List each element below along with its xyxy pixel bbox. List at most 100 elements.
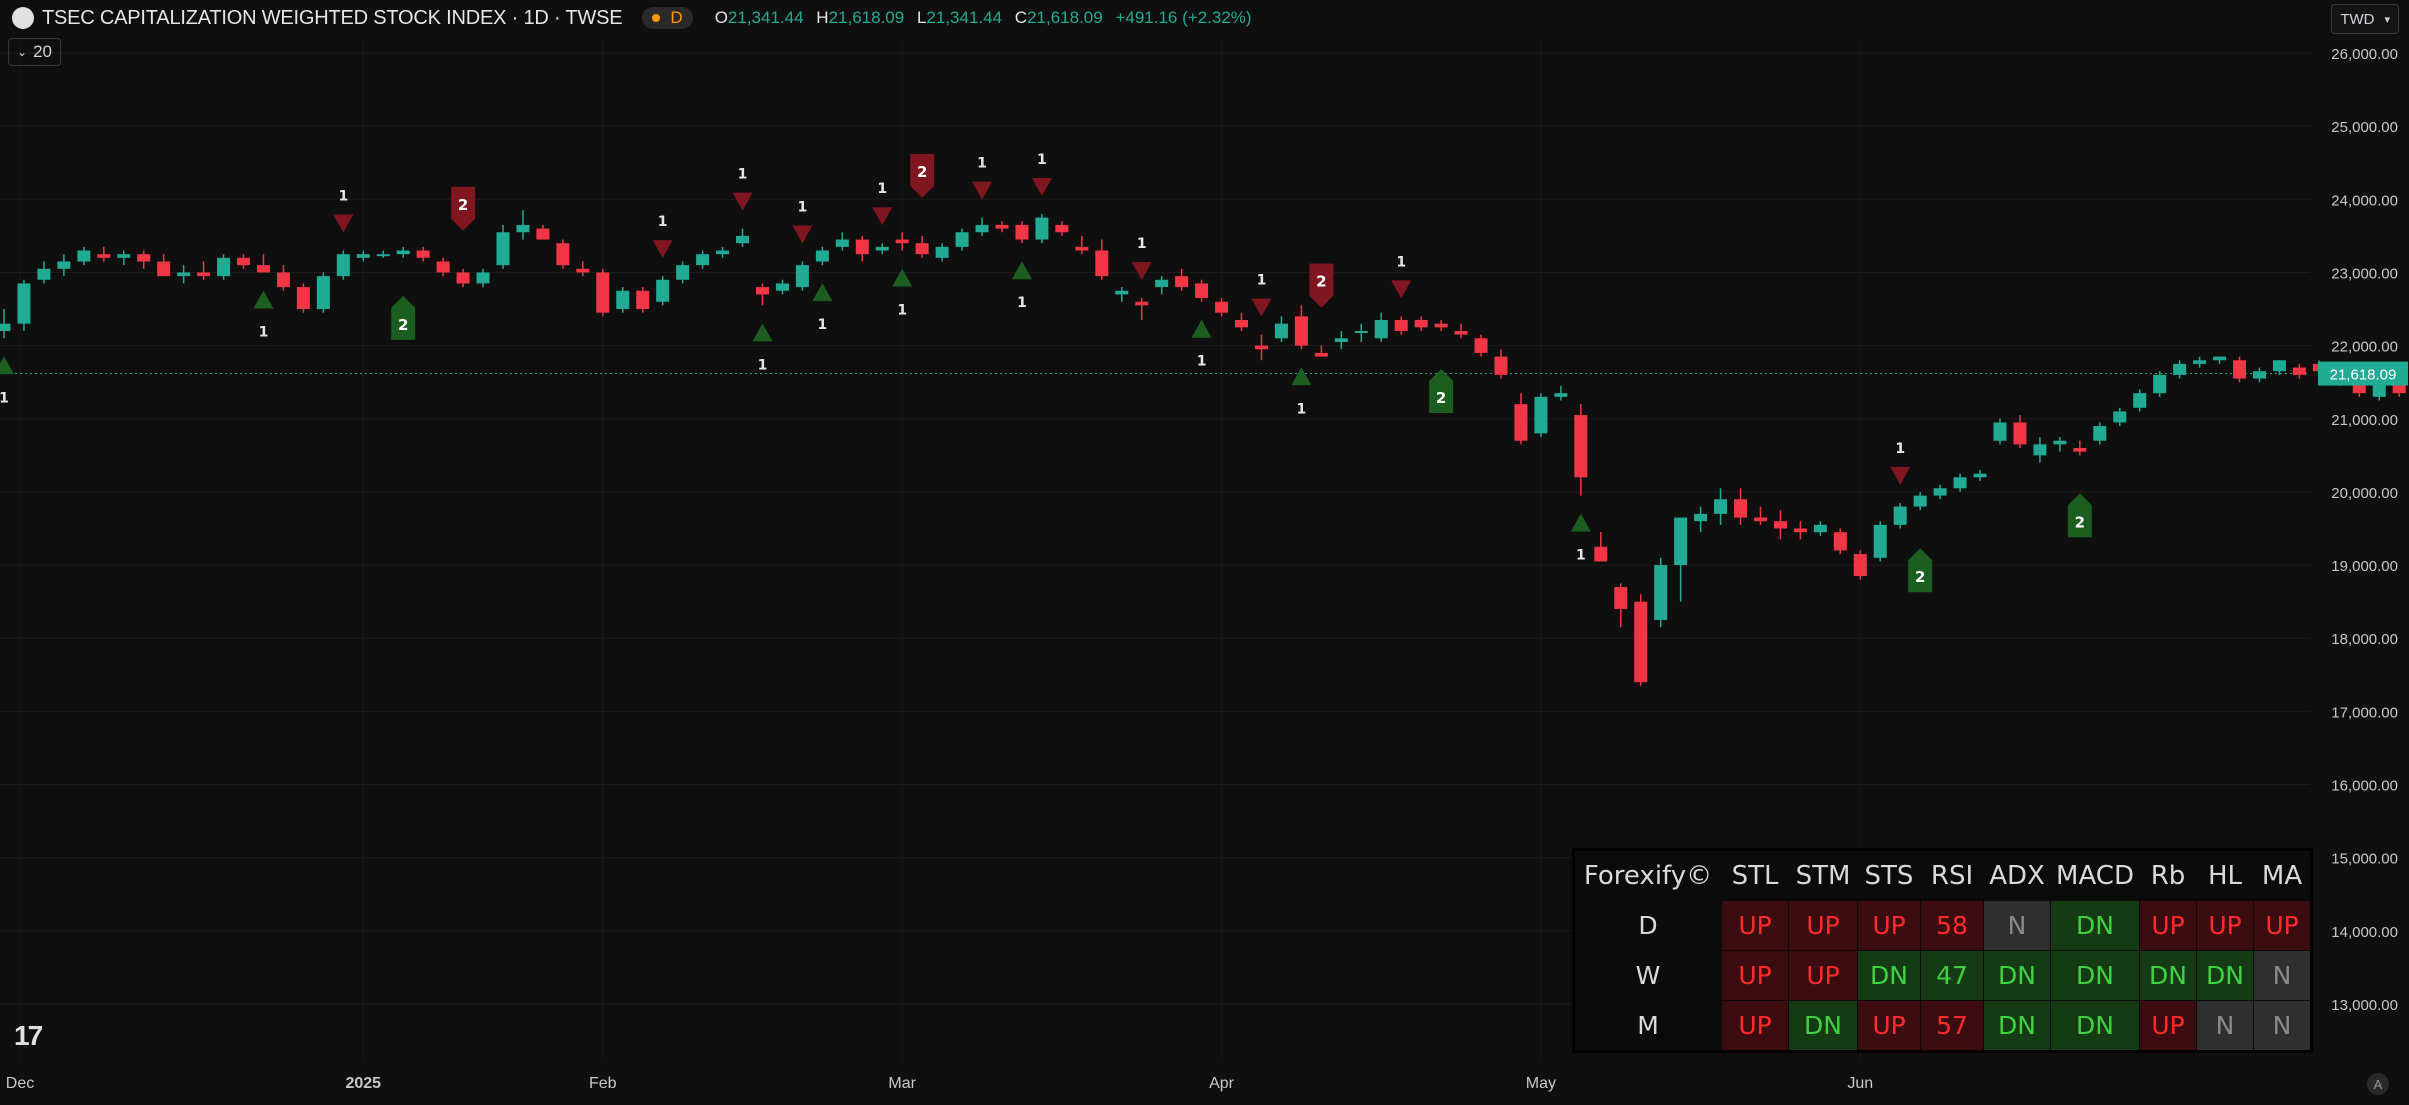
price-tick-label: 18,000.00	[2331, 631, 2398, 648]
signal-label: 2	[917, 163, 927, 181]
signal-cell-adx: DN	[1983, 950, 2051, 1001]
candle-body	[1494, 356, 1508, 375]
price-tick-label: 22,000.00	[2331, 339, 2398, 356]
signal-label: 1	[658, 214, 668, 230]
candle-body	[955, 232, 969, 247]
high-value: 21,618.09	[828, 8, 905, 27]
signal-markers: 1 1 1 2 2 1 1 1 1 1 1 1 2 1 1 1 1 1 1 1 2 1 2 1 1 2 2	[0, 152, 2092, 593]
bear-signal-arrow	[792, 225, 813, 244]
price-tick-label: 20,000.00	[2331, 485, 2398, 502]
signal-cell-rsi: 57	[1920, 1000, 1984, 1052]
signal-cell-rb: DN	[2139, 950, 2197, 1001]
candle-body	[1454, 330, 1468, 335]
candles	[0, 210, 2406, 686]
indicator-collapse-button[interactable]: ⌄ 20	[8, 38, 61, 66]
bull-signal-arrow	[1191, 319, 1212, 338]
signal-label: 2	[458, 196, 468, 214]
signal-label: 1	[798, 199, 808, 215]
candle-body	[795, 265, 809, 288]
bull-signal-arrow	[1291, 367, 1312, 386]
signal-cell-macd: DN	[2050, 950, 2140, 1001]
candle-body	[476, 272, 490, 284]
low-value: 21,341.44	[926, 8, 1003, 27]
time-tick-label: Jun	[1847, 1075, 1873, 1092]
interval-pill[interactable]: D	[642, 7, 693, 29]
candle-body	[177, 272, 191, 277]
candle-body	[576, 268, 590, 273]
candle-body	[356, 254, 370, 258]
price-tick-label: 16,000.00	[2331, 778, 2398, 795]
last-price-label: 21,618.09	[2330, 367, 2397, 384]
candle-body	[616, 290, 630, 310]
candle-body	[496, 232, 510, 266]
candle-body	[2133, 393, 2147, 408]
candle-body	[1674, 517, 1688, 566]
currency-select[interactable]: TWD ▾	[2331, 4, 2399, 34]
candle-body	[2272, 360, 2286, 372]
candle-body	[1734, 499, 1748, 518]
close-value: 21,618.09	[1027, 8, 1103, 27]
timeframe-label: D	[1573, 900, 1722, 951]
candle-body	[2292, 367, 2306, 375]
bull-signal-tag	[1908, 548, 1933, 593]
price-tick-label: 14,000.00	[2331, 924, 2398, 941]
candle-body	[1753, 517, 1767, 522]
signal-cell-rb: UP	[2139, 1000, 2197, 1052]
price-tick-label: 26,000.00	[2331, 46, 2398, 63]
col-sts: STS	[1857, 849, 1921, 901]
candle-body	[736, 235, 750, 244]
col-stm: STM	[1788, 849, 1858, 901]
candle-body	[1474, 338, 1488, 353]
forexify-table: Forexify© STL STM STS RSI ADX MACD Rb HL…	[1572, 848, 2313, 1053]
candle-body	[2073, 448, 2087, 452]
bear-signal-arrow	[1391, 280, 1412, 299]
bear-signal-tag	[451, 186, 476, 231]
signal-label: 2	[1436, 389, 1446, 407]
candle-body	[2113, 411, 2127, 423]
candle-body	[835, 239, 849, 247]
tradingview-logo-icon[interactable]: 17	[14, 1020, 43, 1051]
symbol-title[interactable]: TSEC CAPITALIZATION WEIGHTED STOCK INDEX…	[42, 6, 623, 29]
signal-label: 1	[1017, 295, 1027, 311]
price-tick-label: 15,000.00	[2331, 851, 2398, 868]
bear-signal-tag	[1309, 263, 1334, 308]
signal-label: 2	[2075, 513, 2085, 531]
chart-header: TSEC CAPITALIZATION WEIGHTED STOCK INDEX…	[12, 6, 1252, 30]
time-tick-label: Feb	[589, 1075, 617, 1092]
candle-body	[97, 254, 111, 258]
forexify-row-w: W UP UP DN 47 DN DN DN DN N	[1573, 950, 2312, 1001]
indicator-count: 20	[33, 42, 52, 61]
signal-label: 1	[0, 390, 9, 406]
ohlc-readout: O21,341.44 H21,618.09 L21,341.44 C21,618…	[715, 8, 1252, 28]
candle-body	[775, 283, 789, 291]
candle-body	[256, 265, 270, 273]
signal-cell-ma: UP	[2253, 900, 2312, 951]
chevron-down-icon: ▾	[2384, 13, 2390, 26]
bull-signal-arrow	[1570, 513, 1591, 532]
signal-cell-macd: DN	[2050, 1000, 2140, 1052]
candle-body	[915, 243, 929, 255]
signal-label: 1	[1396, 254, 1406, 270]
candle-body	[676, 265, 690, 280]
col-stl: STL	[1721, 849, 1789, 901]
signal-cell-hl: UP	[2196, 900, 2254, 951]
candle-body	[276, 272, 290, 288]
time-tick-label: May	[1526, 1075, 1556, 1092]
candle-body	[1773, 521, 1787, 529]
bear-signal-arrow	[1890, 466, 1911, 485]
bear-signal-arrow	[732, 192, 753, 211]
signal-cell-rb: UP	[2139, 900, 2197, 951]
signal-label: 1	[877, 181, 887, 197]
candle-body	[1514, 404, 1528, 441]
signal-label: 2	[398, 316, 408, 334]
candle-body	[1274, 323, 1288, 339]
candle-body	[636, 290, 650, 310]
candle-body	[0, 323, 11, 331]
close-label: C	[1014, 8, 1028, 27]
forexify-header-row: Forexify© STL STM STS RSI ADX MACD Rb HL…	[1573, 849, 2312, 901]
candle-body	[1135, 301, 1149, 306]
candle-body	[1155, 279, 1169, 288]
auto-scale-button[interactable]: A	[2367, 1073, 2389, 1095]
bull-signal-arrow	[253, 290, 274, 309]
